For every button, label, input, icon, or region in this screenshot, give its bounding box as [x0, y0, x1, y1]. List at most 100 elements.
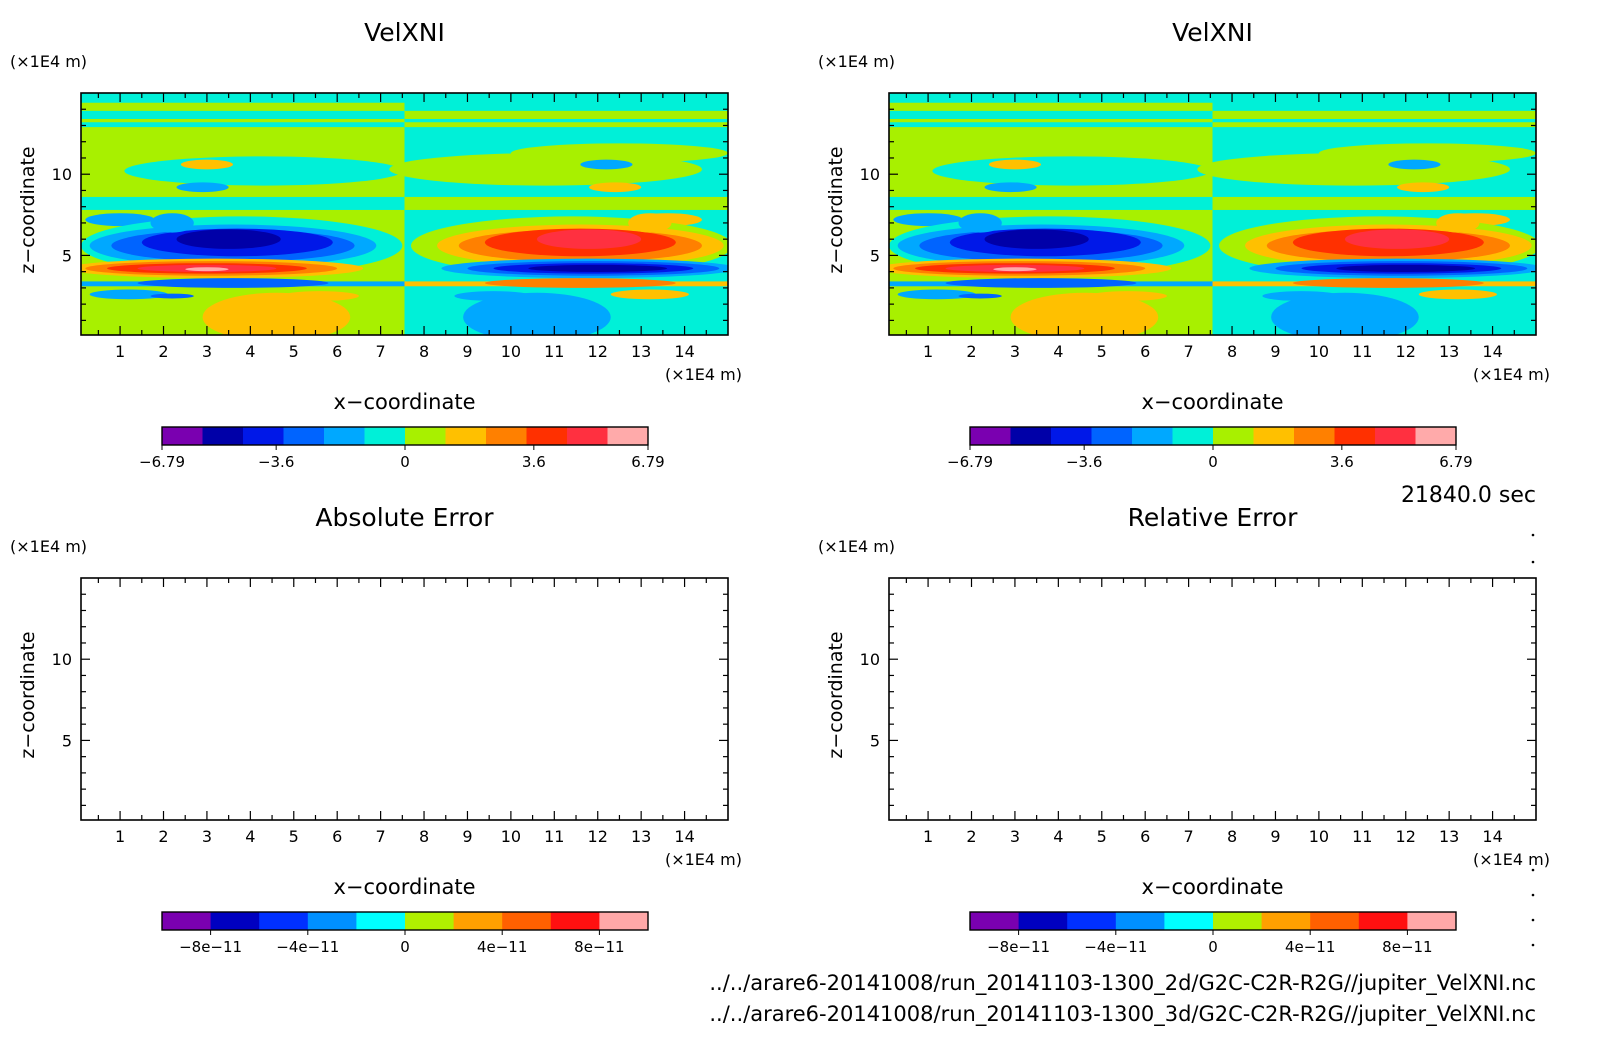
contour-blob [137, 278, 329, 288]
x-tick-label: 6 [1140, 342, 1150, 361]
x-tick-label: 5 [289, 342, 299, 361]
colorbar-segment [502, 912, 552, 930]
colorbar-segment [550, 912, 600, 930]
colorbar-tick-label: −4e−11 [1084, 938, 1147, 956]
colorbar-tick-label: 6.79 [631, 453, 664, 471]
colorbar-segment [1375, 427, 1416, 445]
colorbar-segment [1051, 427, 1092, 445]
contour-blob [1336, 264, 1476, 272]
contour-field [889, 93, 1536, 335]
x-tick-label: 10 [1309, 342, 1329, 361]
contour-band [889, 93, 1536, 103]
panel-title: Relative Error [1128, 503, 1298, 532]
colorbar-segment [1164, 912, 1214, 930]
contour-blob [993, 267, 1037, 272]
x-tick-label: 7 [1184, 342, 1194, 361]
contour-blob [1344, 229, 1450, 249]
x-tick-label: 13 [1439, 342, 1459, 361]
colorbar-segment [1091, 427, 1133, 445]
panel-title: VelXNI [364, 18, 445, 47]
colorbar-tick-label: 8e−11 [1382, 938, 1432, 956]
colorbar-tick-label: 3.6 [522, 453, 546, 471]
contour-band [1212, 122, 1536, 128]
x-tick-label: 9 [1270, 827, 1280, 846]
x-tick-label: 13 [1439, 827, 1459, 846]
x-tick-label: 10 [501, 342, 521, 361]
contour-blob [1262, 291, 1341, 301]
x-tick-label: 11 [1352, 342, 1372, 361]
x-tick-label: 9 [462, 342, 472, 361]
y-axis-label: z−coordinate [825, 631, 847, 758]
x-tick-label: 3 [1010, 827, 1020, 846]
colorbar-tick-label: −6.79 [947, 453, 993, 471]
x-tick-label: 10 [501, 827, 521, 846]
colorbar-segment [307, 912, 357, 930]
contour-blob [610, 289, 689, 300]
contour-blob [85, 213, 155, 227]
x-tick-label: 12 [1396, 342, 1416, 361]
margin-dot [1531, 533, 1535, 537]
y-tick-label: 10 [860, 165, 880, 184]
colorbar-segment [970, 427, 1011, 445]
x-tick-label: 4 [245, 827, 255, 846]
colorbar-tick-label: 6.79 [1439, 453, 1472, 471]
contour-blob [280, 291, 359, 301]
colorbar-segment [405, 912, 455, 930]
colorbar-segment [599, 912, 649, 930]
colorbar-tick-label: 3.6 [1330, 453, 1354, 471]
file-path-3d: ../../arare6-20141008/run_20141103-1300_… [709, 1002, 1536, 1027]
contour-blob [150, 293, 194, 299]
colorbar-tick-label: −8e−11 [179, 938, 242, 956]
x-tick-label: 11 [544, 827, 564, 846]
contour-blob [988, 159, 1041, 170]
x-tick-label: 3 [202, 827, 212, 846]
x-tick-label: 3 [202, 342, 212, 361]
x-tick-label: 7 [376, 827, 386, 846]
x-tick-label: 8 [1227, 827, 1237, 846]
contour-field [81, 93, 728, 335]
x-tick-label: 11 [544, 342, 564, 361]
colorbar-segment [324, 427, 365, 445]
contour-blob [180, 159, 233, 170]
y-axis-label: z−coordinate [17, 631, 39, 758]
x-tick-label: 5 [1097, 827, 1107, 846]
colorbar-segment [1172, 427, 1214, 445]
colorbar-tick-label: 4e−11 [1285, 938, 1335, 956]
margin-dot [1531, 918, 1535, 922]
contour-band [889, 196, 1213, 210]
contour-blob [958, 213, 1002, 233]
colorbar-segment [243, 427, 284, 445]
colorbar-segment [486, 427, 527, 445]
colorbar: −6.79 −3.6 0 3.6 6.79 [139, 426, 665, 471]
x-tick-label: 2 [158, 342, 168, 361]
colorbar-segment [356, 912, 406, 930]
panel-title: VelXNI [1172, 18, 1253, 47]
colorbar-segment [364, 427, 406, 445]
contour-band [1212, 196, 1536, 210]
x-tick-label: 8 [1227, 342, 1237, 361]
colorbar-segment [1067, 912, 1117, 930]
y-tick-label: 10 [52, 650, 72, 669]
colorbar-segment [1334, 427, 1376, 445]
colorbar-segment [1213, 912, 1263, 930]
colorbar-tick-label: 4e−11 [477, 938, 527, 956]
file-path-2d: ../../arare6-20141008/run_20141103-1300_… [709, 971, 1536, 996]
contour-blob [984, 182, 1037, 193]
y-tick-label: 10 [860, 650, 880, 669]
contour-blob [536, 229, 642, 249]
contour-blob [984, 229, 1089, 249]
contour-blob [1388, 159, 1441, 170]
colorbar-segment [1115, 912, 1165, 930]
colorbar-tick-label: −6.79 [139, 453, 185, 471]
panel-title: Absolute Error [315, 503, 494, 532]
x-tick-label: 14 [1482, 342, 1502, 361]
margin-marks [1531, 533, 1535, 947]
contour-blob [510, 143, 728, 163]
colorbar-segment [970, 912, 1020, 930]
contour-blob [150, 213, 194, 233]
x-tick-label: 13 [631, 827, 651, 846]
